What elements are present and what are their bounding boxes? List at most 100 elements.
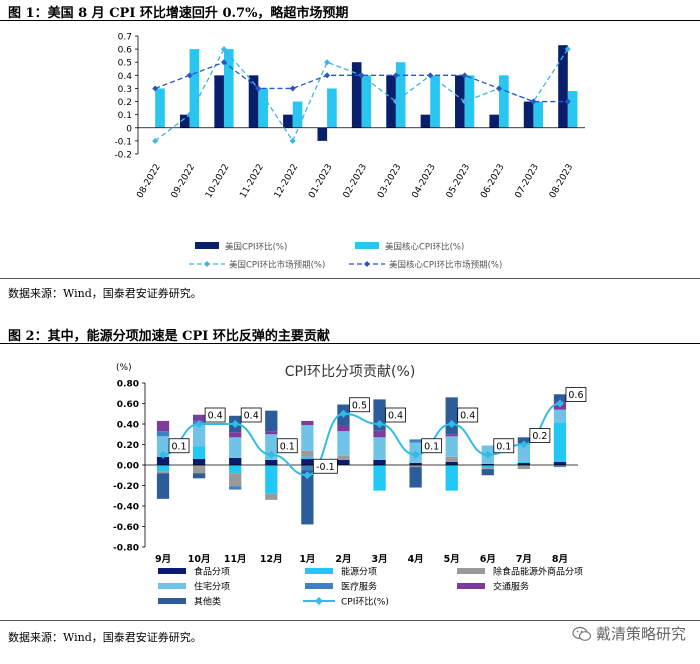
legend-marker	[315, 597, 323, 605]
line-point	[392, 72, 399, 79]
x-tick-label: 09-2022	[170, 163, 197, 201]
data-label-box	[204, 407, 226, 423]
bar-core-cpi	[567, 91, 578, 128]
y-tick-label: 0	[126, 124, 132, 134]
bar-core-cpi	[464, 75, 475, 128]
y-tick-label: 0.6	[118, 46, 133, 56]
line-point	[220, 46, 227, 53]
legend-label: 美国CPI环比(%)	[225, 242, 287, 253]
stacked-bar-segment	[337, 425, 350, 432]
data-label-box	[421, 438, 443, 454]
stacked-bar-segment	[301, 425, 314, 451]
chart-title: CPI环比分项贡献(%)	[285, 364, 416, 380]
line-point	[392, 98, 399, 105]
legend-label: 除食品能源外商品分项	[493, 566, 583, 578]
stacked-bar-segment	[481, 463, 494, 465]
x-tick-label: 12-2022	[273, 163, 300, 201]
stacked-bar-segment	[192, 414, 206, 421]
data-label: 0.1	[280, 441, 295, 452]
x-tick-label: 6月	[480, 554, 496, 565]
x-tick-label: 9月	[155, 554, 171, 565]
stacked-bar-segment	[445, 397, 458, 435]
y-tick-label: 0.00	[117, 462, 139, 472]
stacked-bar-segment	[156, 420, 170, 432]
x-tick-label: 03-2023	[376, 163, 403, 201]
stacked-bar-segment	[517, 465, 531, 470]
bar-cpi	[214, 75, 224, 128]
stacked-bar-segment	[156, 473, 170, 499]
x-tick-label: 05-2023	[445, 163, 472, 201]
y-tick-label: 0.1	[118, 111, 132, 121]
stacked-bar-segment	[373, 437, 386, 460]
bar-core-cpi	[499, 75, 509, 128]
data-label-box	[240, 407, 262, 423]
stacked-bar-segment	[409, 462, 422, 465]
stacked-bar-segment	[409, 465, 422, 468]
line-point	[289, 85, 296, 92]
bar-cpi	[420, 114, 431, 128]
x-tick-label: 5月	[444, 554, 460, 565]
figure2-top-rule	[0, 343, 700, 344]
data-label: 0.4	[208, 411, 223, 422]
data-label: 0.1	[171, 441, 186, 452]
legend-label: 美国核心CPI环比市场预期(%)	[389, 260, 502, 271]
figure1-source: 数据来源：Wind，国泰君安证券研究。	[8, 287, 202, 300]
stacked-bar-segment	[373, 465, 386, 491]
cpi-point	[375, 420, 384, 428]
stacked-bar-segment	[156, 471, 170, 474]
line-point	[324, 59, 331, 66]
stacked-bar-segment	[192, 424, 206, 447]
stacked-bar-segment	[229, 465, 242, 474]
y-tick-label: 0.60	[117, 400, 139, 410]
stacked-bar-segment	[265, 493, 278, 500]
legend-swatch	[457, 568, 485, 574]
legend-marker	[204, 261, 210, 267]
legend-swatch	[355, 242, 379, 249]
stacked-bar-segment	[229, 486, 242, 490]
data-label: -0.1	[316, 462, 335, 473]
x-tick-label: 01-2023	[307, 163, 334, 201]
stacked-bar-segment	[445, 465, 458, 491]
stacked-bar-segment	[553, 394, 567, 402]
bar-cpi	[455, 75, 465, 128]
stacked-bar-segment	[156, 465, 170, 472]
legend-swatch	[158, 583, 186, 589]
stacked-bar-segment	[445, 456, 458, 462]
stacked-bar-segment	[229, 457, 242, 465]
figure1-chart: -0.2 -0.1 0 0.1 0.2 0.3 0.4 0.5 0.6 0.7 08-2022 09-…	[114, 33, 585, 271]
y-tick-label: -0.1	[114, 137, 132, 147]
y-tick-label: 0.4	[118, 72, 133, 82]
stacked-bar-segment	[301, 450, 314, 457]
bar-core-cpi	[189, 49, 200, 128]
stacked-bar-segment	[553, 422, 567, 462]
stacked-bar-segment	[265, 459, 278, 465]
stacked-bar-segment	[553, 465, 567, 467]
stacked-bar-segment	[445, 461, 458, 465]
data-label-box	[493, 438, 515, 454]
bar-core-cpi	[430, 75, 440, 128]
legend-label: 交通服务	[493, 581, 529, 593]
x-tick-label: 7月	[516, 554, 532, 565]
bar-cpi	[248, 75, 259, 128]
stacked-bar-segment	[192, 465, 206, 474]
figure2-bottom-rule	[0, 620, 700, 621]
data-label-box	[565, 387, 587, 402]
legend-label: 美国核心CPI环比(%)	[385, 242, 464, 253]
stacked-bar-segment	[481, 469, 494, 476]
bar-cpi	[283, 114, 293, 128]
x-tick-label: 4月	[408, 554, 424, 565]
stacked-bar-segment	[301, 470, 314, 525]
legend-label: 美国CPI环比市场预期(%)	[229, 260, 325, 271]
stacked-bar-segment	[156, 436, 170, 457]
y-tick-label: 0.80	[117, 380, 139, 390]
line-point	[427, 72, 434, 79]
line-point	[530, 98, 537, 105]
y-tick-label: -0.40	[113, 503, 139, 513]
x-tick-label: 11-2022	[238, 163, 265, 201]
legend-marker	[364, 261, 370, 267]
cpi-point	[483, 450, 492, 459]
figure2-source: 数据来源：Wind，国泰君安证券研究。	[8, 631, 202, 644]
stacked-bar-segment	[445, 434, 458, 437]
bar-core-cpi	[223, 49, 234, 128]
data-label-box	[312, 458, 338, 474]
